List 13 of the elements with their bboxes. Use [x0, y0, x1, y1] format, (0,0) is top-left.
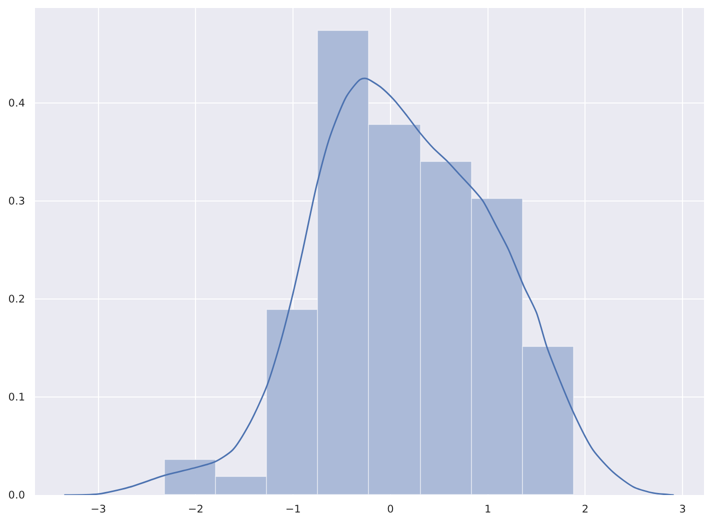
x-tick-label: −1	[285, 504, 301, 516]
y-tick-label: 0.2	[8, 294, 25, 306]
x-tick-label: −3	[90, 504, 106, 516]
x-tick-label: 3	[679, 504, 686, 516]
y-tick-label: 0.3	[8, 196, 25, 208]
x-tick-label: 1	[484, 504, 492, 516]
x-tick-label: 0	[387, 504, 394, 516]
y-tick-label: 0.4	[8, 98, 26, 110]
y-tick-label: 0.0	[8, 490, 25, 502]
x-tick-label: 2	[582, 504, 589, 516]
line-series	[63, 78, 675, 495]
y-tick-label: 0.1	[8, 392, 25, 404]
x-tick-label: −2	[188, 504, 204, 516]
